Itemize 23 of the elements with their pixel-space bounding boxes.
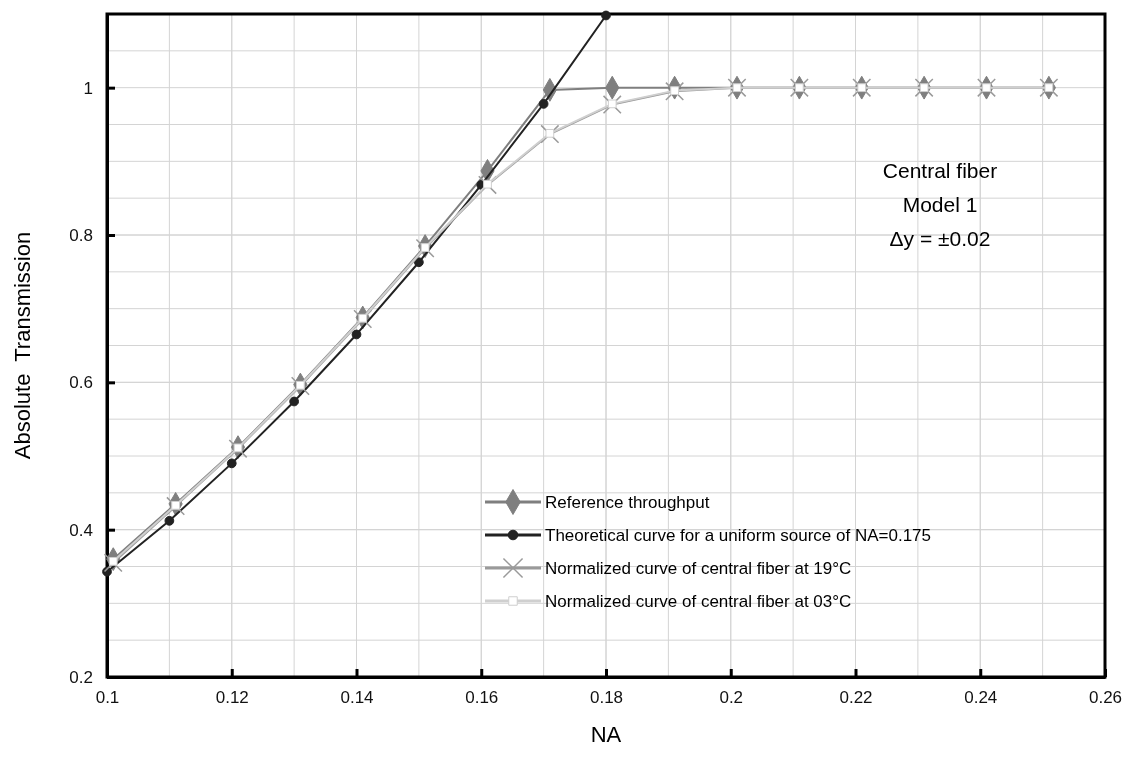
x-tick-label: 0.16 xyxy=(465,688,499,708)
y-tick-label: 0.6 xyxy=(69,373,93,393)
annotation: Δy = ±0.02 xyxy=(889,227,991,250)
legend-label: Reference throughput xyxy=(545,493,710,512)
y-tick-label: 0.4 xyxy=(69,520,93,540)
x-tick-label: 0.24 xyxy=(964,688,998,708)
legend-label: Normalized curve of central fiber at 19°C xyxy=(545,559,852,578)
x-tick-label: 0.18 xyxy=(589,688,624,708)
x-tick-label: 0.12 xyxy=(215,688,249,708)
x-tick-label: 0.14 xyxy=(340,688,374,708)
x-tick-label: 0.22 xyxy=(839,688,873,708)
x-tick-label: 0.26 xyxy=(1088,688,1123,708)
y-tick-label: 1 xyxy=(83,78,93,98)
legend-label: Theoretical curve for a uniform source of NA=0.175 xyxy=(545,526,931,545)
x-tick-label: 0.1 xyxy=(95,688,120,708)
y-tick-label: 0.8 xyxy=(69,225,93,245)
x-tick-label: 0.2 xyxy=(719,688,744,708)
y-axis-title: Absolute Transmission xyxy=(10,231,35,460)
y-tick-label: 0.2 xyxy=(69,667,93,687)
x-axis-title: NA xyxy=(590,722,622,747)
annotation: Central fiber xyxy=(882,159,998,182)
legend-label: Normalized curve of central fiber at 03°C xyxy=(545,592,852,611)
annotation: Model 1 xyxy=(902,193,978,216)
